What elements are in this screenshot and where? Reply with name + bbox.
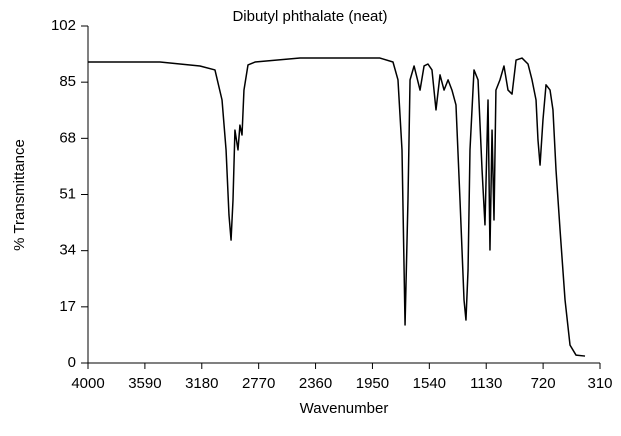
y-axis-label: % Transmittance [11,139,28,251]
y-tick-label: 0 [68,354,76,371]
x-axis-label: Wavenumber [300,400,389,417]
x-tick-label: 1950 [356,375,389,392]
x-tick-label: 310 [587,375,612,392]
y-tick-label: 85 [59,73,76,90]
y-tick-label: 68 [59,129,76,146]
y-tick-label: 17 [59,298,76,315]
y-tick-label: 102 [51,17,76,34]
y-tick-label: 34 [59,242,76,259]
x-tick-label: 1540 [413,375,446,392]
x-tick-label: 720 [531,375,556,392]
x-tick-label: 3590 [128,375,161,392]
chart-title: Dibutyl phthalate (neat) [232,8,387,25]
x-tick-label: 2770 [242,375,275,392]
x-tick-label: 4000 [71,375,104,392]
x-tick-label: 2360 [299,375,332,392]
y-tick-label: 51 [59,185,76,202]
x-tick-label: 3180 [185,375,218,392]
spectrum-line [88,57,586,357]
x-tick-label: 1130 [470,375,502,392]
